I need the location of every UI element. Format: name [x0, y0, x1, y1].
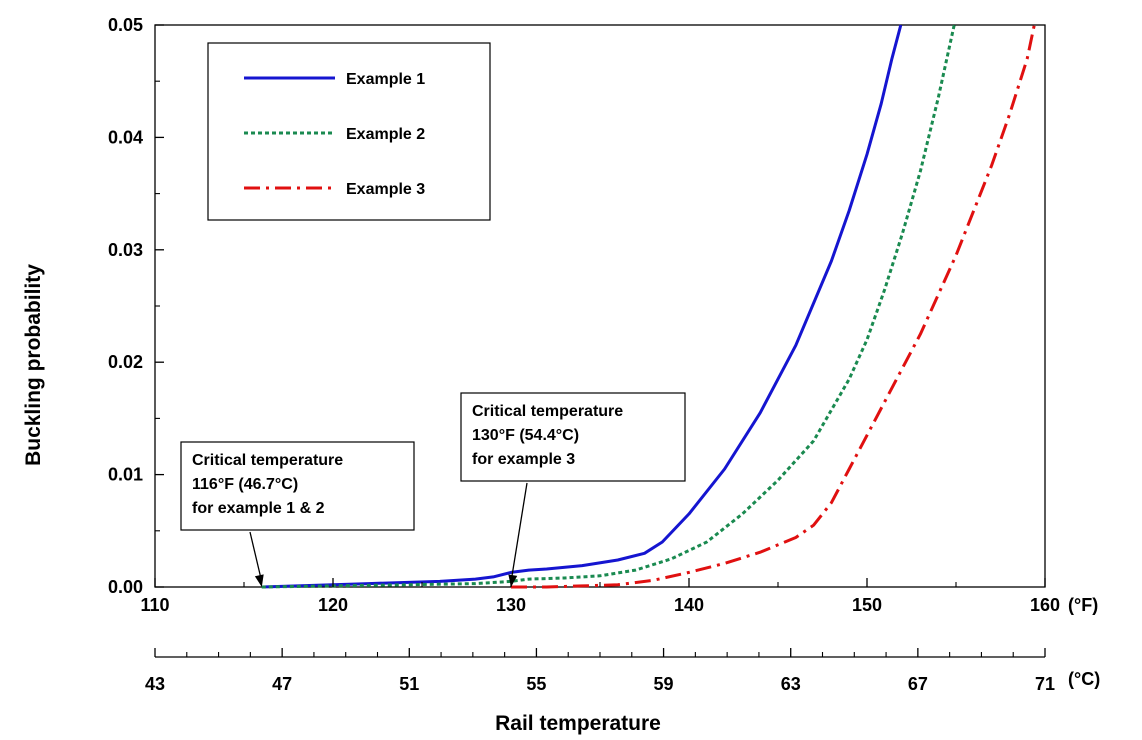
celsius-tick-label: 55: [526, 674, 546, 694]
celsius-tick-label: 43: [145, 674, 165, 694]
y-tick-label: 0.05: [108, 15, 143, 35]
annotation-2-line-3: for example 3: [472, 451, 575, 468]
celsius-tick-label: 47: [272, 674, 292, 694]
series-line-3: [511, 24, 1036, 589]
annotation-1-line-2: 116°F (46.7°C): [192, 476, 298, 493]
annotation-1-line-1: Critical temperature: [192, 452, 343, 469]
annotation-1-line-3: for example 1 & 2: [192, 500, 325, 517]
x-tick-label: 160: [1030, 595, 1060, 615]
celsius-tick-label: 71: [1035, 674, 1055, 694]
y-tick-label: 0.00: [108, 577, 143, 597]
legend-label-2: Example 2: [346, 126, 425, 143]
annotation-2-line-1: Critical temperature: [472, 403, 623, 420]
series-line-2: [261, 24, 956, 589]
x-tick-label: 130: [496, 595, 526, 615]
celsius-tick-label: 59: [654, 674, 674, 694]
x-tick-label: 140: [674, 595, 704, 615]
x-tick-label: 110: [140, 595, 169, 615]
annotation-arrow-1: [249, 531, 263, 583]
legend-label-3: Example 3: [346, 181, 425, 198]
annotation-arrowhead-1: [254, 574, 264, 587]
annotation-2-line-2: 130°F (54.4°C): [472, 427, 579, 444]
annotation-box-2: [460, 392, 686, 482]
legend-label-1: Example 1: [346, 71, 425, 88]
y-axis-title: Buckling probability: [22, 264, 45, 466]
celsius-tick-label: 63: [781, 674, 801, 694]
annotation-box-1: [180, 441, 415, 531]
y-tick-label: 0.03: [108, 240, 143, 260]
x-unit-celsius: (°C): [1068, 669, 1100, 689]
y-tick-label: 0.04: [108, 127, 143, 147]
series-line-1: [261, 24, 903, 589]
x-tick-label: 120: [318, 595, 348, 615]
x-tick-label: 150: [852, 595, 882, 615]
celsius-tick-label: 51: [399, 674, 419, 694]
x-axis-title: Rail temperature: [495, 712, 661, 735]
annotation-arrow-2: [510, 482, 528, 583]
y-tick-label: 0.02: [108, 352, 143, 372]
x-unit-fahrenheit: (°F): [1068, 595, 1098, 615]
celsius-tick-label: 67: [908, 674, 928, 694]
y-tick-label: 0.01: [108, 465, 143, 485]
